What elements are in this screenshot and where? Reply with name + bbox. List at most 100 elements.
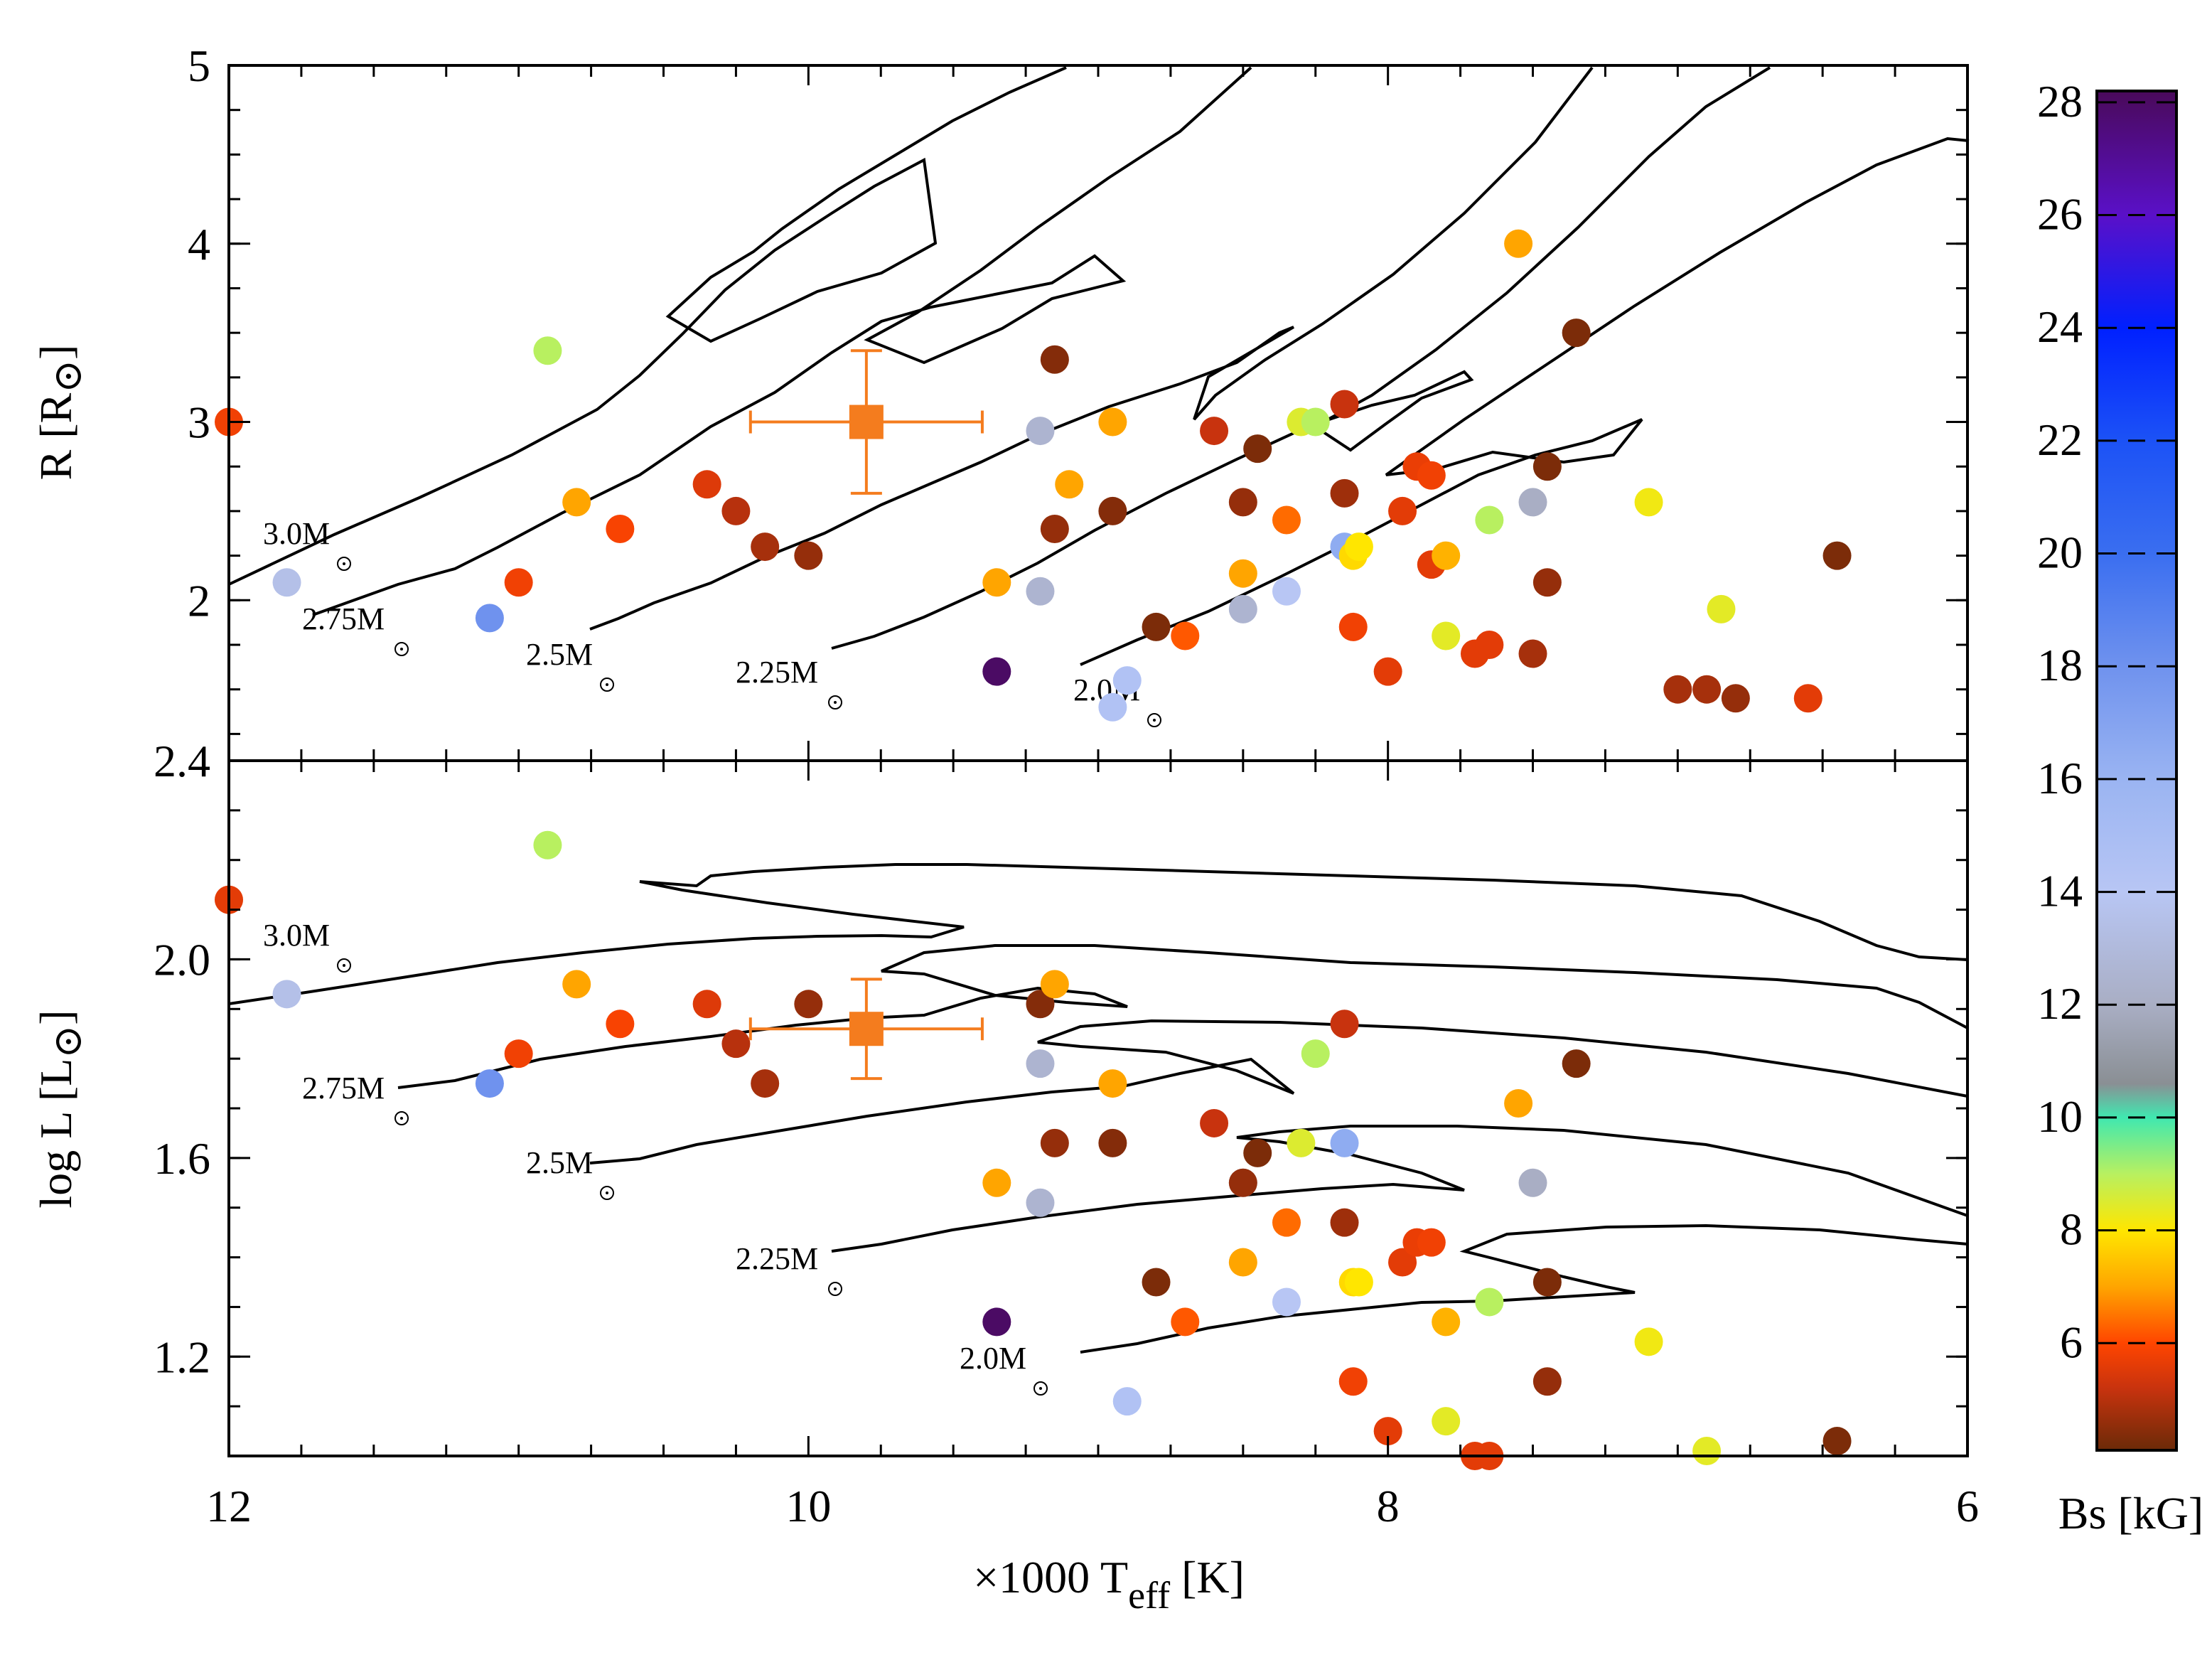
star-point — [1098, 496, 1127, 525]
star-point — [1026, 417, 1055, 446]
x-tick-label: 12 — [206, 1481, 252, 1531]
star-point — [1330, 390, 1359, 419]
track-label: 2.5M — [526, 1145, 593, 1180]
colorbar-tick-label: 28 — [2037, 76, 2083, 127]
radius-panel-ticks — [227, 64, 1969, 761]
star-point — [272, 568, 301, 597]
star-point — [1344, 532, 1373, 562]
star-point — [1532, 1268, 1562, 1297]
star-point — [1344, 1268, 1373, 1297]
colorbar-tick-label: 26 — [2037, 189, 2083, 240]
star-point — [1272, 1287, 1301, 1317]
x-tick-label: 6 — [1956, 1481, 1979, 1531]
star-point — [504, 1039, 533, 1069]
star-points-luminosity — [215, 830, 1852, 1470]
star-point — [1301, 407, 1330, 437]
star-point — [1098, 692, 1127, 722]
colorbar-tick-label: 24 — [2037, 301, 2083, 352]
star-point — [1518, 488, 1547, 517]
track-label: 2.75M — [302, 601, 385, 636]
x-axis-title-sub: eff — [1128, 1574, 1170, 1617]
sun-symbol-dot — [834, 701, 837, 704]
top-y-tick-label: 2 — [188, 575, 210, 626]
track-2.0-luminosity — [1080, 1223, 1968, 1354]
colorbar-tick-label: 8 — [2060, 1204, 2083, 1255]
target-square — [849, 405, 884, 439]
star-point — [982, 1168, 1011, 1197]
sun-symbol-dot — [606, 683, 608, 686]
sun-symbol-dot — [834, 1287, 837, 1290]
star-point — [1432, 621, 1461, 650]
star-point — [692, 470, 721, 499]
colorbar-gradient — [2095, 90, 2178, 1452]
bottom-y-tick-label: 1.6 — [154, 1133, 210, 1184]
star-point — [1373, 1417, 1402, 1446]
star-point — [1287, 1128, 1316, 1157]
radius-y-axis-title-main: R [R — [31, 392, 81, 480]
evolution-tracks-luminosity — [228, 863, 1968, 1354]
star-point — [1026, 1049, 1055, 1078]
sun-symbol-dot — [343, 964, 345, 967]
evolution-tracks-radius — [228, 66, 1970, 666]
colorbar-tick-label: 20 — [2037, 528, 2083, 578]
star-point — [692, 990, 721, 1019]
star-point — [1098, 1128, 1127, 1157]
star-point — [1504, 1089, 1533, 1118]
luminosity-y-axis-title-close: ] — [31, 1010, 81, 1024]
colorbar-tick-label: 16 — [2037, 753, 2083, 803]
star-point — [533, 830, 562, 860]
star-point — [982, 1307, 1011, 1337]
colorbar-tick-label: 14 — [2037, 866, 2083, 916]
bottom-y-tick-label: 2.0 — [154, 934, 210, 985]
star-point — [1200, 1108, 1229, 1137]
track-2.75-luminosity — [397, 944, 1968, 1089]
star-point — [1562, 1049, 1591, 1078]
sun-symbol-icon — [828, 1282, 842, 1296]
sun-symbol-icon — [394, 1111, 409, 1125]
x-tick-label: 10 — [785, 1481, 831, 1531]
star-point — [1338, 612, 1368, 641]
track-2.75-radius — [312, 66, 1252, 616]
star-point — [1721, 684, 1750, 713]
star-point — [1112, 666, 1142, 695]
colorbar-label: Bs [kG] — [2058, 1488, 2203, 1538]
sun-symbol-icon — [337, 557, 351, 571]
star-point — [1432, 1407, 1461, 1436]
star-point — [1026, 577, 1055, 606]
star-point — [1330, 1208, 1359, 1237]
luminosity-y-axis-title-main: log L [L — [31, 1059, 81, 1209]
sun-symbol-icon — [600, 678, 614, 692]
luminosity-panel-ticks — [227, 759, 1969, 1457]
star-point — [1228, 559, 1257, 588]
star-point — [1518, 1168, 1547, 1197]
track-2.0-radius — [1080, 136, 1970, 666]
star-point — [1475, 1287, 1504, 1317]
star-points-radius — [215, 229, 1852, 722]
radius-y-axis-title: R [R⊙] — [31, 345, 90, 481]
star-point — [1228, 1248, 1257, 1277]
sun-symbol-icon — [337, 958, 351, 973]
star-point — [1243, 1138, 1272, 1167]
star-point — [751, 1069, 780, 1098]
star-point — [794, 990, 823, 1019]
top-y-tick-label: 3 — [188, 397, 210, 448]
star-point — [1040, 345, 1069, 374]
sun-symbol-icon — [600, 1186, 614, 1200]
top-y-tick-label: 5 — [188, 41, 210, 91]
sun-symbol-icon — [1147, 713, 1161, 727]
luminosity-panel: 3.0M 2.75M 2.5M 2.25M 2.0M 1.2 1.6 2.0 2.4 log … — [31, 736, 1969, 1470]
star-point — [606, 515, 635, 543]
sun-symbol-icon — [828, 695, 842, 709]
star-point — [1142, 1268, 1171, 1297]
x-tick-label: 8 — [1377, 1481, 1400, 1531]
track-labels-luminosity: 3.0M 2.75M 2.5M 2.25M 2.0M — [263, 918, 1048, 1396]
sun-symbol-dot — [1039, 1387, 1042, 1390]
star-point — [1026, 1188, 1055, 1217]
star-point — [1112, 1387, 1142, 1416]
star-point — [1822, 541, 1852, 570]
star-point — [1417, 1228, 1446, 1257]
star-point — [1040, 515, 1069, 543]
colorbar-tick-label: 12 — [2037, 978, 2083, 1029]
star-point — [1388, 496, 1417, 525]
